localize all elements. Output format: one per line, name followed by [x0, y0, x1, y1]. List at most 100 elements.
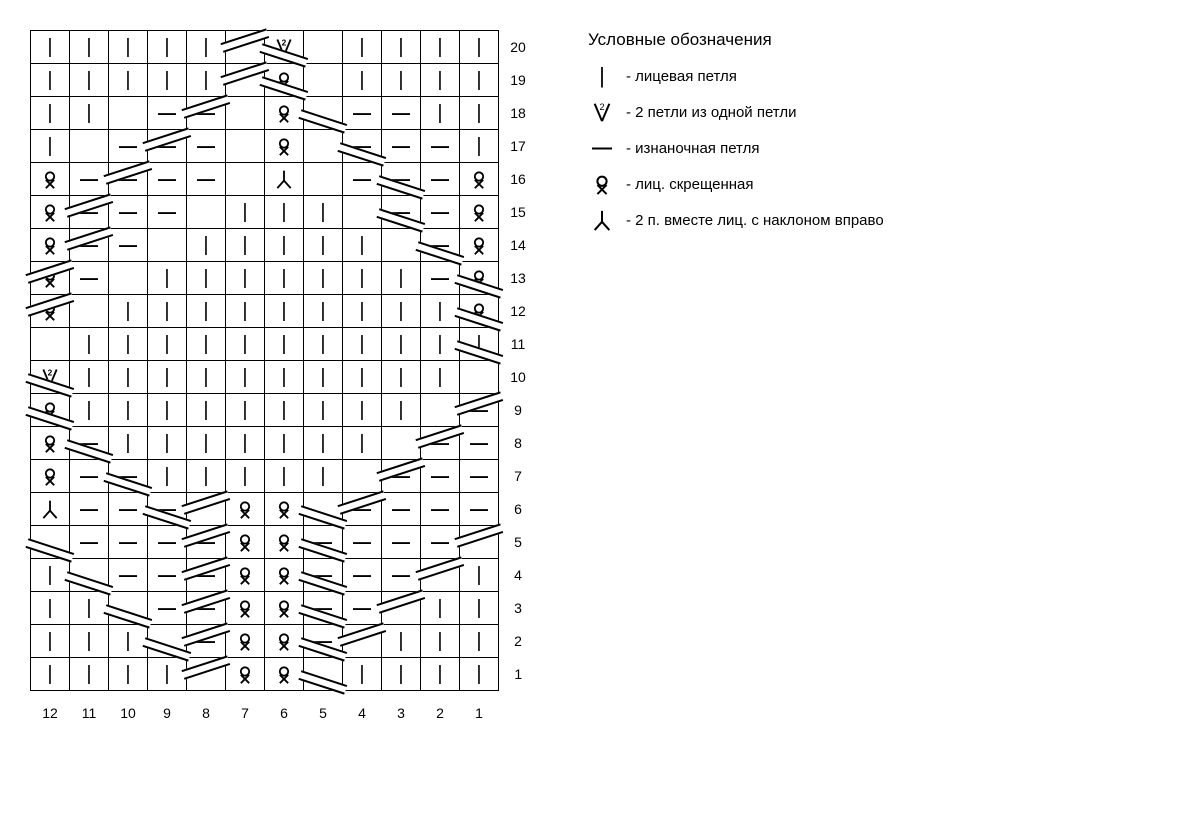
knit-symbol: |: [382, 361, 420, 393]
knit-symbol: |: [460, 592, 498, 624]
purl-symbol: —: [421, 526, 459, 558]
chart-cell: |: [343, 31, 382, 64]
chart-cell: |: [70, 97, 109, 130]
col-label: 2: [421, 691, 460, 730]
chart-cell: [31, 262, 70, 295]
twist-symbol: [265, 130, 303, 162]
chart-cell: —: [421, 427, 460, 460]
chart-cell: |: [265, 427, 304, 460]
chart-cell: |: [109, 625, 148, 658]
knit-symbol: |: [187, 460, 225, 492]
chart-cell: [31, 526, 70, 559]
knit-symbol: |: [304, 262, 342, 294]
knit-symbol: |: [187, 262, 225, 294]
knit-symbol: |: [70, 394, 108, 426]
purl-symbol: —: [421, 460, 459, 492]
chart-cell: [31, 394, 70, 427]
purl-symbol: —: [109, 130, 147, 162]
chart-cell: [304, 658, 343, 691]
chart-cell: |: [343, 427, 382, 460]
svg-text:2: 2: [48, 367, 53, 377]
legend-text: - 2 п. вместе лиц. с наклоном вправо: [626, 212, 884, 229]
twist-symbol: [265, 493, 303, 525]
knit-symbol: |: [304, 427, 342, 459]
chart-cell: —: [421, 196, 460, 229]
chart-cell: |: [343, 658, 382, 691]
chart-cell: —: [421, 163, 460, 196]
chart-cell: |: [382, 328, 421, 361]
knit-symbol: |: [382, 394, 420, 426]
chart-grid: |||||2||||20|||||||||19||————||18|——————…: [30, 30, 538, 729]
knit-symbol: |: [265, 394, 303, 426]
chart-cell: |: [226, 196, 265, 229]
chart-cell: —: [109, 196, 148, 229]
chart-cell: [265, 526, 304, 559]
chart-cell: [421, 394, 460, 427]
chart-cell: —: [460, 460, 499, 493]
knit-symbol: |: [148, 328, 186, 360]
row-label: 9: [499, 394, 538, 427]
chart-cell: —: [343, 97, 382, 130]
purl-symbol: —: [148, 163, 186, 195]
row-label: 15: [499, 196, 538, 229]
chart-cell: [109, 97, 148, 130]
chart-cell: |: [460, 658, 499, 691]
chart-cell: [460, 361, 499, 394]
purl-symbol: —: [343, 163, 381, 195]
legend-text: - лицевая петля: [626, 68, 737, 85]
chart-cell: —: [109, 559, 148, 592]
knit-symbol: |: [226, 196, 264, 228]
chart-cell: |: [265, 328, 304, 361]
knit-symbol: |: [265, 295, 303, 327]
chart-cell: [265, 64, 304, 97]
chart-cell: |: [460, 592, 499, 625]
chart-cell: —: [460, 394, 499, 427]
purl-symbol: —: [187, 163, 225, 195]
chart-cell: 2: [31, 361, 70, 394]
twist-symbol: [265, 526, 303, 558]
chart-cell: [31, 427, 70, 460]
chart-cell: [31, 328, 70, 361]
purl-symbol: —: [460, 427, 498, 459]
col-label: 8: [187, 691, 226, 730]
chart-cell: [31, 196, 70, 229]
knit-symbol: |: [226, 460, 264, 492]
chart-cell: —: [70, 427, 109, 460]
knit-symbol: |: [109, 658, 147, 690]
chart-cell: |: [343, 295, 382, 328]
knit-symbol: |: [148, 361, 186, 393]
purl-symbol: —: [70, 526, 108, 558]
knit-symbol: |: [70, 361, 108, 393]
chart-cell: |: [460, 31, 499, 64]
v2-icon: 2: [588, 100, 616, 124]
chart-cell: |: [31, 97, 70, 130]
knit-symbol: |: [109, 328, 147, 360]
knit-symbol: |: [31, 559, 69, 591]
chart-cell: [226, 163, 265, 196]
knit-symbol: |: [109, 31, 147, 63]
knit-symbol: |: [226, 361, 264, 393]
chart-cell: [31, 229, 70, 262]
knit-symbol: |: [343, 64, 381, 96]
twist-symbol: [265, 625, 303, 657]
chart-cell: —: [304, 526, 343, 559]
knit-symbol: |: [343, 658, 381, 690]
row-label: 11: [499, 328, 538, 361]
knit-symbol: |: [304, 196, 342, 228]
chart-cell: [460, 295, 499, 328]
chart-cell: [31, 163, 70, 196]
knit-symbol: |: [226, 229, 264, 261]
knit-symbol: |: [382, 658, 420, 690]
chart-cell: |: [109, 658, 148, 691]
row-label: 20: [499, 31, 538, 64]
twist-symbol: [460, 163, 498, 195]
knit-symbol: |: [109, 64, 147, 96]
knit-symbol: |: [70, 328, 108, 360]
chart-cell: [304, 64, 343, 97]
chart-cell: |: [460, 625, 499, 658]
chart-cell: |: [304, 196, 343, 229]
purl-symbol: —: [109, 559, 147, 591]
purl-symbol: —: [109, 229, 147, 261]
chart-cell: |: [265, 394, 304, 427]
knit-symbol: |: [187, 394, 225, 426]
